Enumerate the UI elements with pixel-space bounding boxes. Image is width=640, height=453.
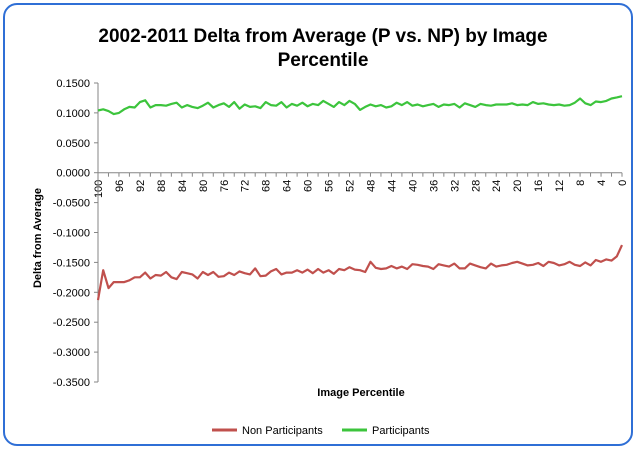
chart-svg: 2002-2011 Delta from Average (P vs. NP) … xyxy=(32,26,629,437)
x-tick-label: 36 xyxy=(428,180,440,192)
x-tick-label: 96 xyxy=(114,180,126,192)
x-tick-label: 44 xyxy=(386,180,398,192)
y-tick-label: -0.3000 xyxy=(53,347,90,359)
y-tick-label: -0.3500 xyxy=(53,377,90,389)
x-tick-label: 24 xyxy=(491,180,503,192)
y-tick-label: 0.0000 xyxy=(56,168,90,180)
x-tick-label: 0 xyxy=(617,180,629,186)
y-tick-label: -0.1500 xyxy=(53,257,90,269)
x-tick-label: 92 xyxy=(135,180,147,192)
y-tick-label: -0.1000 xyxy=(53,228,90,240)
x-tick-label: 60 xyxy=(303,180,315,192)
x-tick-label: 76 xyxy=(219,180,231,192)
x-tick-label: 16 xyxy=(533,180,545,192)
y-axis-title: Delta from Average xyxy=(32,188,44,288)
y-tick-label: 0.0500 xyxy=(56,138,90,150)
x-tick-label: 20 xyxy=(512,180,524,192)
legend-label-non-participants: Non Participants xyxy=(242,425,323,437)
x-axis-title: Image Percentile xyxy=(317,387,404,399)
chart-title-line-2: Percentile xyxy=(278,50,369,71)
x-tick-label: 64 xyxy=(282,180,294,192)
y-tick-label: 0.1000 xyxy=(56,108,90,120)
series-lines xyxy=(96,95,623,301)
y-tick-label: 0.1500 xyxy=(56,78,90,90)
x-tick-label: 12 xyxy=(554,180,566,192)
x-tick-label: 100 xyxy=(93,180,105,198)
series-line-participants xyxy=(97,95,623,116)
chart-frame: 2002-2011 Delta from Average (P vs. NP) … xyxy=(3,3,633,446)
x-tick-label: 48 xyxy=(365,180,377,192)
x-tick-label: 52 xyxy=(345,180,357,192)
y-tick-labels: 0.1500 0.1000 0.0500 0.0000 -0.0500 -0.1000 -0… xyxy=(53,78,98,389)
x-tick-label: 40 xyxy=(407,180,419,192)
y-tick-label: -0.0500 xyxy=(53,198,90,210)
legend: Non Participants Participants xyxy=(212,425,430,437)
x-tick-label: 88 xyxy=(156,180,168,192)
chart-title-line-1: 2002-2011 Delta from Average (P vs. NP) … xyxy=(98,26,547,47)
series-line-non-participants xyxy=(96,244,623,301)
x-tick-labels: 100 96 92 88 84 80 76 72 68 64 60 56 52 48 44 40 36 32 28 2… xyxy=(93,172,629,198)
x-tick-label: 84 xyxy=(177,180,189,192)
x-tick-label: 68 xyxy=(261,180,273,192)
x-tick-label: 8 xyxy=(575,180,587,186)
legend-label-participants: Participants xyxy=(372,425,430,437)
x-tick-label: 32 xyxy=(449,180,461,192)
y-tick-label: -0.2500 xyxy=(53,317,90,329)
x-tick-label: 28 xyxy=(470,180,482,192)
x-tick-label: 4 xyxy=(596,180,608,186)
x-tick-label: 56 xyxy=(324,180,336,192)
y-tick-label: -0.2000 xyxy=(53,287,90,299)
x-tick-label: 72 xyxy=(240,180,252,192)
x-tick-label: 80 xyxy=(198,180,210,192)
